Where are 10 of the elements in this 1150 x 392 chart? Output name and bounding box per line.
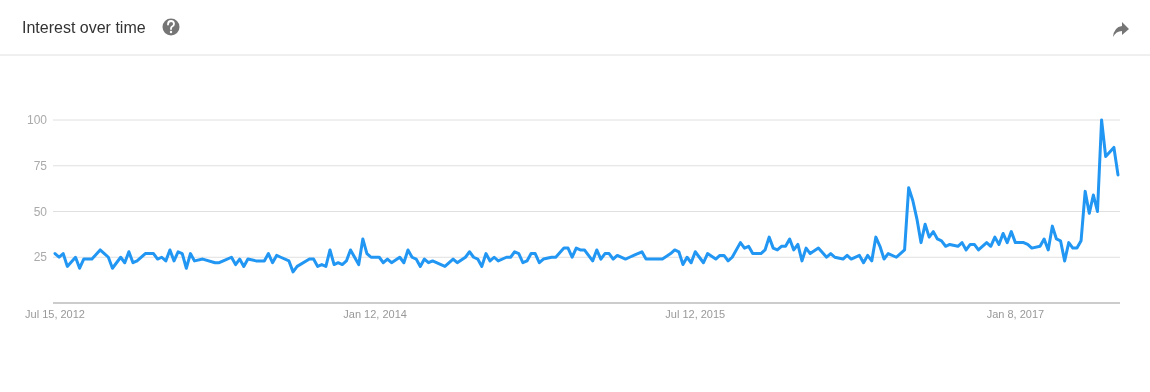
x-tick-label: Jan 8, 2017 [986,308,1045,320]
x-tick-label: Jul 15, 2012 [25,308,85,320]
x-tick-label: Jul 12, 2015 [665,308,726,320]
line-series [53,118,1120,274]
chart-title: Interest over time [22,19,146,36]
y-tick-label: 75 [33,158,48,173]
y-tick-label: 50 [33,204,48,219]
y-tick-label: 25 [33,250,48,265]
x-tick-label: Jan 12, 2014 [343,308,407,320]
y-tick-label: 100 [26,113,48,128]
